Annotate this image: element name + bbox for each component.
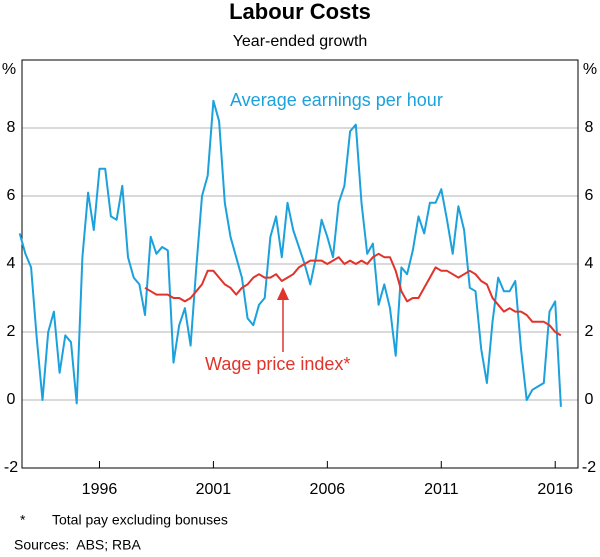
x-tick-label: 1996 <box>82 481 118 498</box>
y-tick-label-left: 4 <box>7 255 16 272</box>
y-tick-label-right: -2 <box>582 459 596 476</box>
y-unit-right: % <box>583 61 597 78</box>
x-tick-label: 2016 <box>537 481 573 498</box>
footnote-marker: * <box>20 512 26 528</box>
y-tick-label-right: 0 <box>585 391 594 408</box>
annotation-arrowhead <box>277 287 289 300</box>
series-label: Wage price index* <box>205 354 350 374</box>
y-tick-label-left: 6 <box>7 187 16 204</box>
x-tick-label: 2001 <box>196 481 232 498</box>
x-tick-label: 2011 <box>424 481 459 498</box>
series-line <box>18 99 562 407</box>
y-unit-left: % <box>2 61 16 78</box>
y-tick-label-right: 8 <box>585 119 594 136</box>
footnote: Total pay excluding bonuses <box>52 512 228 528</box>
y-tick-label-left: 2 <box>7 323 16 340</box>
y-tick-label-right: 4 <box>585 255 594 272</box>
chart-title: Labour Costs <box>229 0 371 24</box>
y-tick-label-left: 8 <box>7 119 16 136</box>
x-tick-label: 2006 <box>310 481 346 498</box>
y-tick-label-left: -2 <box>4 459 18 476</box>
y-tick-label-left: 0 <box>7 391 16 408</box>
chart-subtitle: Year-ended growth <box>233 33 368 50</box>
plot-frame <box>21 59 579 469</box>
series-line <box>144 252 562 337</box>
source: Sources: ABS; RBA <box>14 537 141 553</box>
y-tick-label-right: 6 <box>585 187 594 204</box>
series-label: Average earnings per hour <box>230 90 443 110</box>
y-tick-label-right: 2 <box>585 323 594 340</box>
